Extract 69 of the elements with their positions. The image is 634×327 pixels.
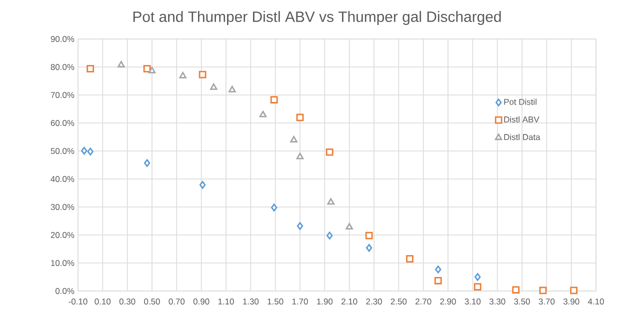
- y-tick-label: 70.0%: [50, 92, 74, 98]
- point: [259, 110, 267, 118]
- point: [435, 266, 442, 274]
- point: [179, 72, 186, 78]
- point: [87, 148, 94, 156]
- x-tick-label: 2.50: [390, 298, 407, 305]
- x-tick-label: 0.50: [144, 298, 160, 305]
- point: [271, 204, 278, 212]
- x-tick-label: 1.10: [218, 298, 234, 305]
- point: [539, 286, 547, 294]
- legend-label: Distl Data: [504, 134, 540, 140]
- y-tick-label: 20.0%: [50, 232, 74, 238]
- point: [144, 159, 150, 167]
- x-tick-label: 2.90: [440, 298, 456, 305]
- y-tick-label: 10.0%: [51, 260, 74, 266]
- point: [366, 244, 372, 252]
- x-tick-label: 1.70: [292, 298, 308, 305]
- x-tick-label: -0.10: [68, 298, 88, 305]
- point: [290, 136, 298, 142]
- y-tick-label: 0.0%: [56, 288, 74, 294]
- legend-label: Distl ABV: [504, 116, 540, 122]
- point: [406, 255, 414, 262]
- point: [296, 222, 304, 230]
- point: [86, 65, 94, 72]
- x-tick-label: 4.10: [588, 298, 604, 305]
- x-tick-label: 3.30: [489, 298, 506, 305]
- x-tick-label: 0.30: [119, 298, 136, 305]
- point: [143, 65, 151, 72]
- point: [210, 83, 218, 90]
- point: [326, 148, 334, 156]
- point: [474, 283, 482, 290]
- legend-label: Pot Distil: [504, 98, 536, 105]
- point: [296, 114, 304, 122]
- x-tick-label: 0.10: [94, 298, 111, 305]
- y-tick-label: 40.0%: [50, 176, 74, 182]
- x-tick-label: 3.90: [563, 298, 580, 305]
- x-tick-label: 2.30: [366, 298, 382, 305]
- point: [296, 152, 304, 160]
- x-tick-label: 1.50: [268, 298, 284, 305]
- chart-title: Pot and Thumper Distl ABV vs Thumper gal Discharged: [133, 11, 501, 25]
- y-tick-label: 60.0%: [50, 120, 74, 126]
- point: [570, 286, 578, 294]
- x-tick-label: 0.90: [193, 298, 210, 305]
- x-tick-label: 3.10: [464, 298, 481, 305]
- x-tick-label: 1.30: [243, 298, 259, 305]
- x-tick-label: 3.50: [514, 298, 530, 305]
- point: [228, 86, 236, 92]
- point: [346, 223, 353, 230]
- y-tick-label: 30.0%: [50, 204, 74, 210]
- point: [81, 146, 88, 155]
- point: [512, 286, 520, 294]
- point: [148, 66, 156, 74]
- y-tick-label: 90.0%: [50, 36, 74, 42]
- point: [474, 273, 481, 281]
- point: [198, 70, 206, 78]
- point: [118, 60, 125, 68]
- x-tick-label: 1.90: [317, 298, 333, 305]
- x-tick-label: 0.70: [168, 298, 185, 305]
- y-tick-label: 50.0%: [50, 148, 74, 154]
- x-tick-label: 2.70: [416, 298, 432, 305]
- x-tick-label: 3.70: [538, 298, 555, 305]
- x-tick-label: 2.10: [342, 298, 358, 305]
- point: [365, 232, 373, 240]
- point: [327, 198, 334, 205]
- point: [270, 96, 278, 104]
- point: [434, 276, 442, 284]
- y-tick-label: 80.0%: [50, 64, 74, 70]
- point: [326, 232, 333, 240]
- point: [199, 180, 206, 189]
